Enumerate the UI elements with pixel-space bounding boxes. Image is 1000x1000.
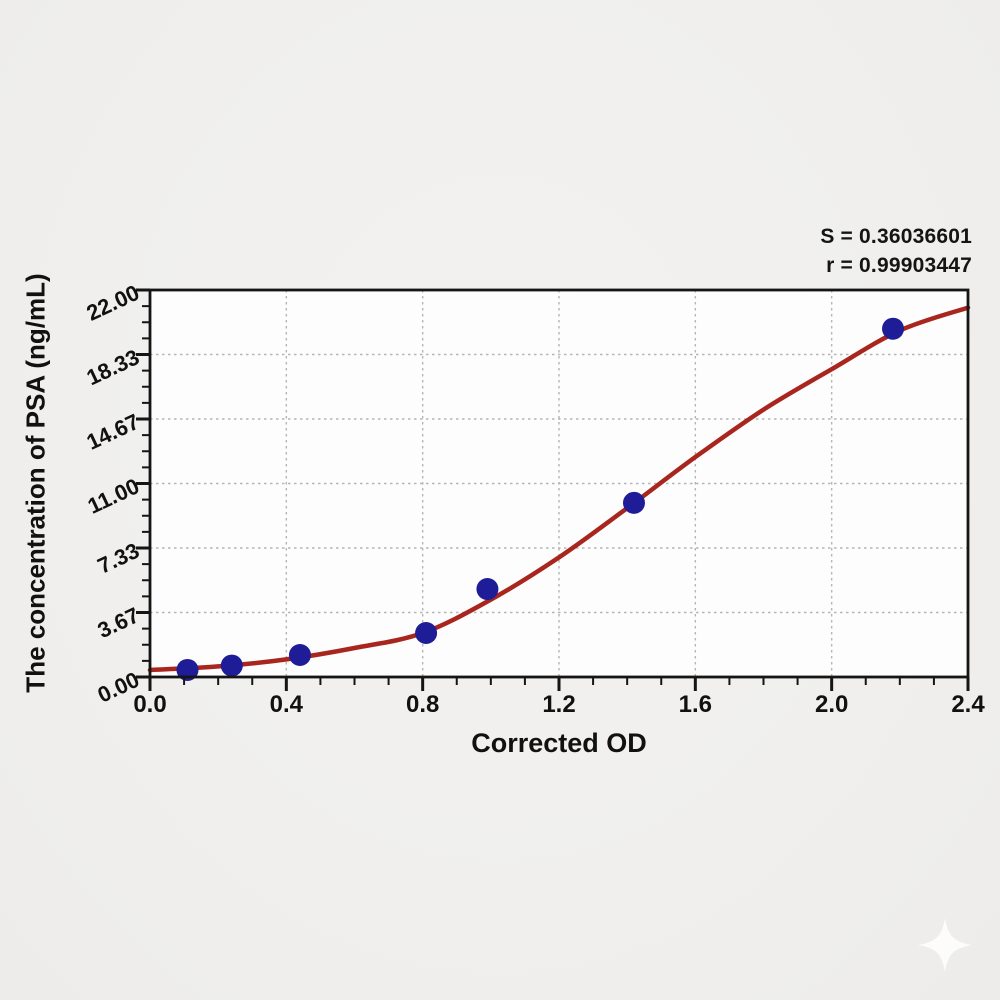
data-point (288, 644, 311, 667)
fit-statistics: S = 0.36036601 r = 0.99903447 (820, 222, 972, 280)
data-point (882, 317, 905, 340)
x-tick-label: 2.4 (951, 691, 985, 718)
y-tick-label: 11.00 (84, 473, 143, 518)
data-point (415, 622, 438, 645)
x-tick-label: 1.6 (679, 691, 712, 718)
data-point (220, 654, 243, 677)
sparkle-shape (918, 918, 972, 972)
y-tick-label: 14.67 (83, 409, 143, 455)
data-point (176, 658, 199, 681)
x-tick-label: 0.0 (133, 691, 166, 718)
y-tick-label: 3.67 (94, 602, 143, 643)
stat-r-value: r = 0.99903447 (826, 254, 972, 277)
fit-curve (147, 305, 971, 673)
data-point (476, 578, 499, 601)
sparkle-watermark-icon (918, 918, 972, 972)
x-tick-label: 0.8 (406, 691, 439, 718)
data-point (622, 491, 645, 514)
x-tick-label: 1.2 (542, 691, 575, 718)
y-tick-label: 22.00 (83, 280, 143, 326)
x-tick-label: 0.4 (270, 691, 304, 718)
y-tick-label: 7.33 (94, 538, 143, 579)
stat-s-value: S = 0.36036601 (820, 225, 972, 248)
x-axis-title: Corrected OD (471, 728, 647, 758)
y-tick-label: 18.33 (83, 344, 143, 390)
x-tick-label: 2.0 (815, 691, 848, 718)
